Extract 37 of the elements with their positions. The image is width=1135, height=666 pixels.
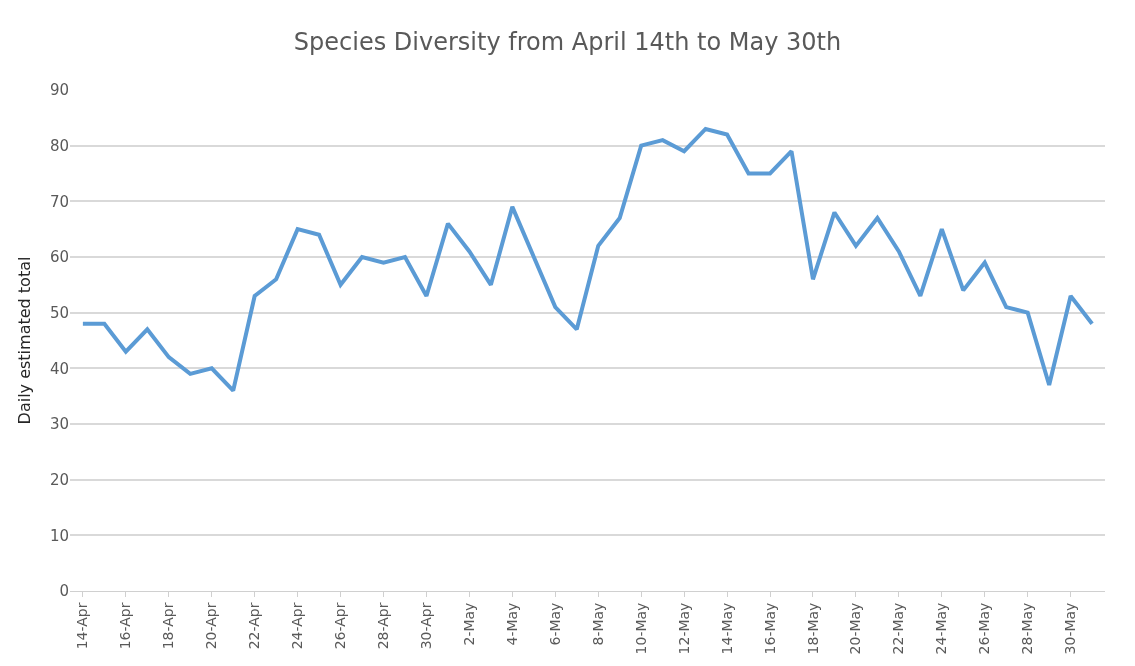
x-tick-label: 30-May (1062, 602, 1079, 655)
x-tick-label: 8-May (589, 602, 606, 646)
x-tick-label: 4-May (503, 602, 520, 646)
x-tick-label: 20-May (847, 602, 864, 655)
x-tick-label: 30-Apr (418, 602, 434, 650)
x-tick-label: 24-Apr (289, 602, 306, 650)
x-tick-label: 12-May (675, 602, 692, 655)
y-tick-label: 80 (49, 136, 69, 155)
y-axis-title: Daily estimated total (14, 256, 34, 425)
y-tick-label: 50 (49, 303, 69, 322)
x-tick-label: 26-May (976, 602, 993, 655)
y-tick-label: 90 (49, 81, 69, 100)
y-tick-label: 70 (49, 192, 69, 211)
y-tick-label: 60 (49, 248, 69, 267)
x-tick-label: 10-May (632, 602, 649, 655)
y-tick-label: 20 (49, 470, 69, 489)
x-tick-label: 26-Apr (332, 602, 349, 650)
x-tick-label: 16-Apr (117, 602, 134, 650)
x-tick-label: 6-May (546, 602, 563, 646)
chart-title: Species Diversity from April 14th to May 30th (293, 28, 842, 57)
y-tick-label: 0 (59, 582, 69, 601)
x-tick-label: 28-May (1019, 602, 1036, 655)
x-tick-label: 2-May (460, 602, 477, 646)
x-tick-label: 18-Apr (160, 602, 177, 650)
x-tick-label: 16-May (761, 602, 778, 655)
x-tick-label: 20-Apr (203, 602, 220, 650)
line-series (80, 126, 1095, 393)
x-tick-label: 22-May (890, 602, 907, 655)
y-tick-label: 10 (49, 526, 69, 545)
x-tick-label: 22-Apr (246, 602, 263, 650)
x-tick-label: 24-May (933, 602, 950, 655)
x-tick-label: 18-May (804, 602, 821, 655)
x-tick-label: 14-Apr (74, 602, 91, 650)
x-tick-label: 28-Apr (375, 602, 392, 650)
y-tick-label: 40 (49, 359, 69, 378)
y-tick-label: 30 (49, 415, 69, 434)
x-tick-label: 14-May (718, 602, 735, 655)
